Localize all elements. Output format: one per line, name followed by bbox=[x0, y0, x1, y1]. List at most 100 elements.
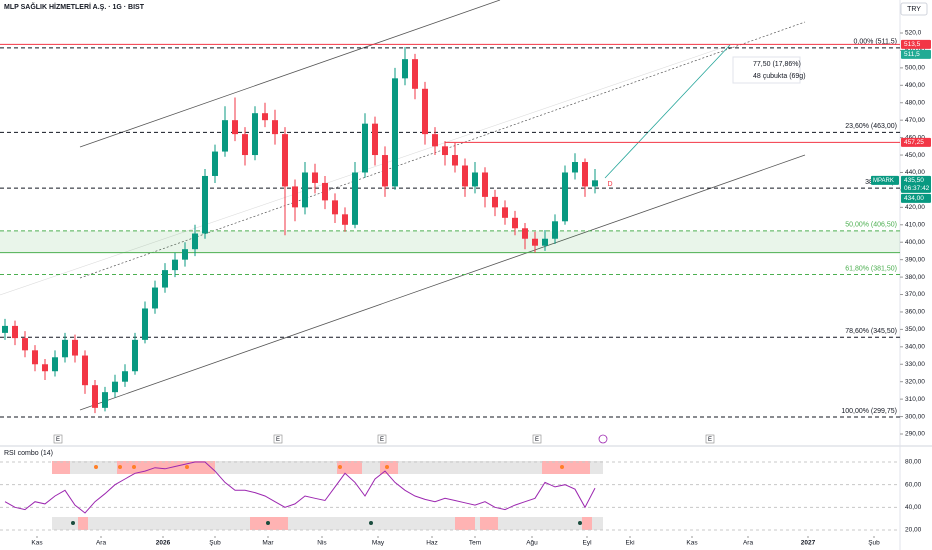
event-box bbox=[532, 434, 542, 444]
ob-blocks bbox=[52, 461, 592, 530]
marker: D bbox=[607, 181, 612, 188]
x-tick-label: Tem bbox=[469, 540, 481, 547]
candle-body bbox=[212, 151, 218, 176]
currency: TRY bbox=[907, 6, 921, 13]
event-label: E bbox=[535, 437, 539, 443]
candle-body bbox=[522, 228, 528, 239]
candle-body bbox=[392, 78, 398, 187]
event-label: E bbox=[56, 437, 60, 443]
candle-body bbox=[52, 357, 58, 372]
candle-body bbox=[2, 325, 8, 333]
candle-body bbox=[62, 339, 68, 358]
y-tick-label: 460,00 bbox=[905, 134, 925, 141]
y-tick-label: 470,00 bbox=[905, 117, 925, 124]
x-tick-label: Eki bbox=[625, 540, 634, 547]
candle-body bbox=[462, 165, 468, 187]
event-box bbox=[273, 434, 283, 444]
candle-body bbox=[142, 308, 148, 340]
y-tick-label: 500,00 bbox=[905, 65, 925, 72]
x-tick-label: 2027 bbox=[801, 540, 816, 547]
candle-body bbox=[32, 350, 38, 365]
y-tick-label: 360,00 bbox=[905, 309, 925, 316]
price-badge bbox=[901, 137, 931, 147]
event-box bbox=[53, 434, 63, 444]
x-tick-label: Eyl bbox=[582, 540, 592, 547]
candle-body bbox=[362, 123, 368, 173]
candle-body bbox=[292, 186, 298, 208]
price-badge bbox=[901, 39, 931, 49]
symbol-label: MPARK bbox=[873, 178, 894, 184]
badge-time: 06:37:42 bbox=[904, 185, 930, 192]
candle-body bbox=[262, 113, 268, 121]
candle-body bbox=[132, 339, 138, 372]
rsi-title: RSI combo (14) bbox=[4, 450, 53, 457]
y-tick-label: 520,0 bbox=[905, 30, 922, 37]
candle-body bbox=[312, 172, 318, 183]
fib-label: 61,80% (381,50) bbox=[845, 265, 897, 272]
tooltip-change: 77,50 (17,86%) bbox=[753, 61, 801, 68]
event-box bbox=[705, 434, 715, 444]
candle-body bbox=[152, 287, 158, 309]
price-badge-label: 434,00 bbox=[904, 195, 924, 202]
candle-body bbox=[482, 172, 488, 197]
fib-label: 50,00% (406,50) bbox=[845, 222, 897, 229]
candle-body bbox=[222, 120, 228, 152]
fib-label: 100,00% (299,75) bbox=[841, 408, 897, 415]
candle-body bbox=[112, 381, 118, 393]
candle-body bbox=[232, 120, 238, 135]
y-tick-label: 370,00 bbox=[905, 291, 925, 298]
candle-body bbox=[502, 207, 508, 218]
candle-body bbox=[532, 238, 538, 246]
price-badge bbox=[901, 49, 931, 59]
candle-body bbox=[252, 113, 258, 156]
candle-body bbox=[172, 259, 178, 271]
price-badge-label: 511,5 bbox=[904, 51, 920, 58]
channel-lower bbox=[79, 154, 806, 411]
event-label: E bbox=[276, 437, 280, 443]
x-tick-label: 2026 bbox=[156, 540, 171, 547]
price-badge-label: 513,5 bbox=[904, 41, 921, 48]
title: MLP SAĞLIK HİZMETLERİ A.Ş. · 1G · BIST bbox=[4, 2, 145, 11]
candle-body bbox=[192, 233, 198, 250]
candle-body bbox=[102, 392, 108, 408]
event-label: E bbox=[380, 437, 384, 443]
symbol-badge bbox=[871, 175, 899, 185]
candle-body bbox=[12, 325, 18, 339]
dividend-icon bbox=[598, 434, 608, 444]
candle-body bbox=[342, 214, 348, 225]
y-tick-label: 330,00 bbox=[905, 361, 925, 368]
candle-body bbox=[272, 120, 278, 135]
candle-body bbox=[512, 217, 518, 229]
zone bbox=[0, 230, 900, 253]
candle-body bbox=[22, 338, 28, 351]
os-band bbox=[52, 517, 603, 530]
y-tick-label: 420,00 bbox=[905, 204, 925, 211]
price-badge-label: 457,25 bbox=[904, 139, 924, 146]
candle-body bbox=[402, 59, 408, 79]
y-tick-label: 480,00 bbox=[905, 99, 925, 106]
price-badge-label: 435,50 bbox=[904, 177, 924, 184]
fib-label: 23,60% (463,00) bbox=[845, 123, 897, 130]
candle-body bbox=[572, 162, 578, 173]
price-badge bbox=[901, 193, 931, 203]
candle-body bbox=[242, 134, 248, 156]
y-tick-label: 310,00 bbox=[905, 396, 925, 403]
currency-box bbox=[900, 2, 928, 16]
rsi-tick-label: 40,00 bbox=[905, 504, 922, 511]
candle-body bbox=[412, 59, 418, 89]
x-tick-label: Mar bbox=[262, 540, 274, 547]
y-tick-label: 350,00 bbox=[905, 326, 925, 333]
rsi-line bbox=[4, 461, 596, 514]
x-tick-label: May bbox=[372, 540, 385, 547]
candle-body bbox=[582, 162, 588, 187]
x-tick-label: Kas bbox=[31, 540, 43, 547]
candle-body bbox=[472, 172, 478, 187]
candle-body bbox=[352, 172, 358, 225]
candle-body bbox=[492, 196, 498, 208]
y-tick-label: 450,00 bbox=[905, 152, 925, 159]
candle-body bbox=[82, 355, 88, 386]
candle-body bbox=[372, 123, 378, 156]
candle-body bbox=[282, 134, 288, 187]
x-tick-label: Haz bbox=[426, 540, 438, 547]
